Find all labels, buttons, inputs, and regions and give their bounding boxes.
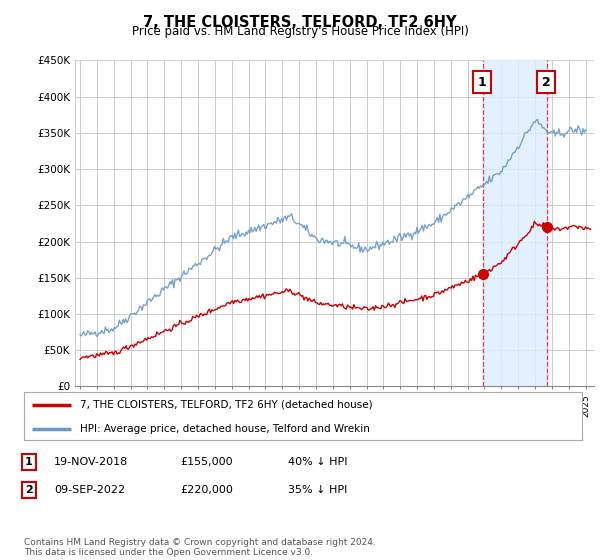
Text: HPI: Average price, detached house, Telford and Wrekin: HPI: Average price, detached house, Telf… xyxy=(80,424,370,434)
Text: 1: 1 xyxy=(25,457,32,467)
Text: 2: 2 xyxy=(542,76,550,88)
Text: 7, THE CLOISTERS, TELFORD, TF2 6HY: 7, THE CLOISTERS, TELFORD, TF2 6HY xyxy=(143,15,457,30)
Text: 09-SEP-2022: 09-SEP-2022 xyxy=(54,485,125,495)
Text: 35% ↓ HPI: 35% ↓ HPI xyxy=(288,485,347,495)
Text: £155,000: £155,000 xyxy=(180,457,233,467)
Text: £220,000: £220,000 xyxy=(180,485,233,495)
Text: 2: 2 xyxy=(25,485,32,495)
Text: Price paid vs. HM Land Registry's House Price Index (HPI): Price paid vs. HM Land Registry's House … xyxy=(131,25,469,38)
Text: Contains HM Land Registry data © Crown copyright and database right 2024.
This d: Contains HM Land Registry data © Crown c… xyxy=(24,538,376,557)
Text: 1: 1 xyxy=(478,76,487,88)
Text: 19-NOV-2018: 19-NOV-2018 xyxy=(54,457,128,467)
Text: 40% ↓ HPI: 40% ↓ HPI xyxy=(288,457,347,467)
Text: 7, THE CLOISTERS, TELFORD, TF2 6HY (detached house): 7, THE CLOISTERS, TELFORD, TF2 6HY (deta… xyxy=(80,400,373,410)
Bar xyxy=(483,60,547,386)
